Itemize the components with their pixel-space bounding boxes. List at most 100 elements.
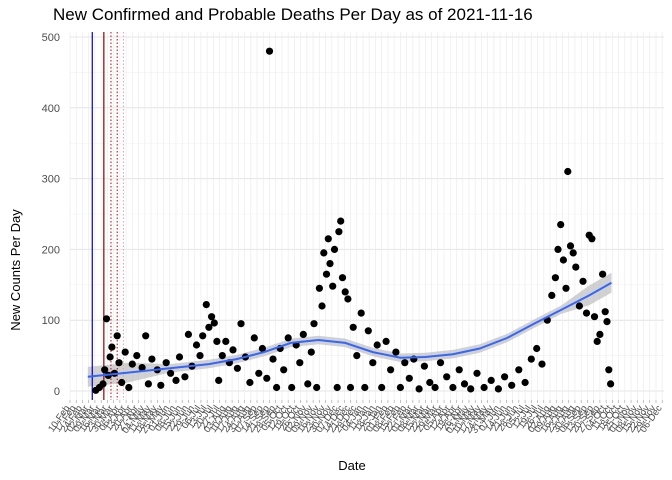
- data-point: [557, 221, 565, 229]
- smooth-trend: [87, 281, 612, 378]
- data-point: [607, 380, 615, 388]
- data-point: [467, 385, 475, 393]
- data-point: [346, 383, 355, 392]
- data-point: [494, 385, 502, 393]
- data-point: [426, 378, 434, 387]
- data-point: [548, 291, 556, 299]
- data-point: [181, 373, 189, 381]
- data-point: [566, 242, 575, 250]
- data-point: [133, 352, 141, 360]
- data-point: [572, 263, 580, 271]
- data-point: [273, 383, 281, 392]
- data-point: [205, 323, 213, 331]
- data-point: [175, 353, 184, 361]
- data-point: [296, 359, 304, 367]
- data-point: [121, 348, 129, 356]
- data-point: [324, 235, 332, 243]
- data-point: [322, 270, 331, 278]
- data-point: [118, 378, 126, 387]
- data-point: [575, 302, 584, 310]
- data-point: [265, 47, 274, 55]
- data-point: [157, 381, 165, 389]
- y-tick-label: 300: [42, 174, 60, 186]
- data-point: [564, 167, 572, 176]
- data-point: [341, 288, 349, 296]
- data-point: [167, 369, 175, 377]
- data-point: [373, 341, 381, 349]
- data-point: [102, 315, 111, 323]
- data-point: [596, 330, 604, 338]
- confidence-band-area: [87, 272, 612, 387]
- data-point: [142, 332, 150, 340]
- data-point: [337, 217, 345, 225]
- data-point: [196, 352, 204, 360]
- data-point: [333, 383, 341, 392]
- data-point: [313, 383, 321, 392]
- data-point: [449, 383, 457, 392]
- data-point: [263, 374, 271, 382]
- data-point: [431, 383, 439, 392]
- data-point: [288, 383, 296, 392]
- data-point: [487, 376, 495, 384]
- data-point: [199, 332, 207, 340]
- data-point: [569, 249, 577, 257]
- data-point: [401, 359, 409, 367]
- data-point: [593, 337, 601, 345]
- data-point: [460, 380, 469, 388]
- data-point: [330, 245, 339, 253]
- data-point: [559, 256, 568, 264]
- data-point: [255, 369, 263, 377]
- y-tick-label: 200: [42, 244, 60, 256]
- data-point: [603, 318, 611, 326]
- data-point: [115, 359, 123, 367]
- data-point: [250, 334, 258, 342]
- data-point: [590, 313, 599, 321]
- data-point: [515, 366, 523, 374]
- grid-layer: [69, 32, 664, 400]
- y-tick-label: 100: [42, 315, 60, 327]
- data-point: [233, 364, 241, 372]
- data-point: [138, 364, 146, 372]
- data-point: [218, 352, 226, 360]
- data-point: [538, 360, 546, 368]
- data-point: [208, 313, 216, 321]
- data-point: [213, 337, 221, 345]
- data-point: [310, 320, 318, 328]
- data-point: [533, 344, 541, 353]
- data-point: [215, 376, 223, 384]
- data-point: [172, 376, 180, 384]
- data-point: [521, 378, 529, 387]
- data-point: [364, 327, 372, 335]
- data-point: [415, 385, 423, 393]
- data-point: [307, 348, 315, 356]
- data-point: [369, 359, 377, 367]
- data-point: [582, 309, 591, 317]
- data-point: [361, 383, 369, 392]
- smooth-line: [87, 281, 612, 378]
- data-point: [304, 380, 312, 388]
- data-point: [315, 284, 323, 292]
- y-axis-ticks: 0 100 200 300 400 500: [42, 32, 60, 398]
- y-tick-label: 400: [42, 103, 60, 115]
- data-point: [353, 352, 361, 360]
- data-point: [258, 344, 266, 353]
- data-point: [192, 341, 201, 349]
- data-point: [562, 284, 570, 292]
- data-point: [501, 373, 509, 381]
- data-point: [284, 334, 292, 342]
- reference-lines: [91, 32, 124, 400]
- data-point: [382, 337, 390, 345]
- data-point: [335, 228, 343, 236]
- data-point: [357, 309, 365, 317]
- y-tick-label: 500: [42, 32, 60, 44]
- data-point: [148, 355, 156, 363]
- data-point: [108, 343, 116, 351]
- data-point: [246, 378, 254, 387]
- data-point: [599, 270, 607, 278]
- data-point: [396, 383, 404, 392]
- data-point: [128, 360, 136, 368]
- data-point: [378, 383, 386, 392]
- data-point: [554, 245, 562, 253]
- data-point: [551, 274, 560, 282]
- data-point: [508, 381, 516, 389]
